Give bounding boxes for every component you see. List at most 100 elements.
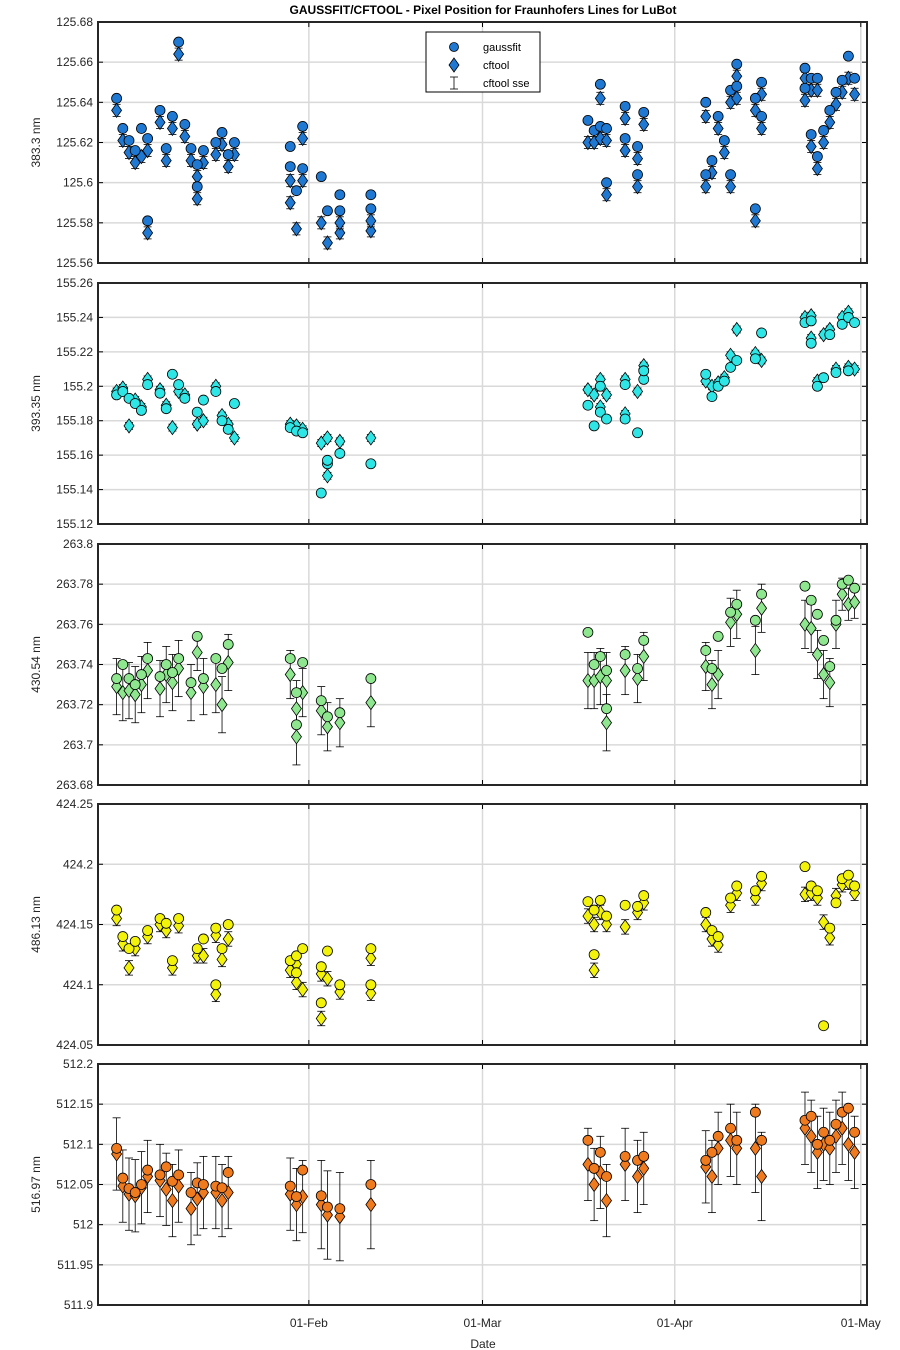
y-axis-label: 430.54 nm <box>29 636 43 693</box>
gaussfit-point <box>365 673 377 684</box>
gaussfit-point <box>712 931 724 942</box>
gaussfit-point <box>824 661 836 672</box>
cftool-point <box>297 172 309 189</box>
gaussfit-point <box>191 630 203 642</box>
y-tick-label: 263.78 <box>56 577 93 591</box>
gaussfit-point <box>842 574 854 586</box>
gaussfit-point <box>179 392 191 404</box>
cftool-point <box>824 114 836 131</box>
gaussfit-point <box>811 151 823 162</box>
y-axis-label: 486.13 nm <box>29 896 43 953</box>
gaussfit-point <box>756 870 767 882</box>
gaussfit-point <box>811 380 823 392</box>
gaussfit-point <box>818 125 829 136</box>
y-tick-label: 155.16 <box>56 448 93 462</box>
axes-box <box>97 543 868 786</box>
gaussfit-point <box>638 106 650 118</box>
cftool-point <box>179 128 191 145</box>
gaussfit-point <box>601 1171 612 1182</box>
gaussfit-point <box>830 367 842 378</box>
cftool-point <box>588 387 600 403</box>
gaussfit-point <box>632 901 643 912</box>
gaussfit-point <box>315 961 327 973</box>
gaussfit-point <box>756 110 767 122</box>
cftool-point <box>805 620 817 637</box>
gaussfit-point <box>297 1164 309 1176</box>
gaussfit-point <box>601 123 612 134</box>
y-tick-label: 263.74 <box>56 658 93 672</box>
gaussfit-point <box>700 169 712 181</box>
cftool-point <box>185 1200 197 1217</box>
gaussfit-point <box>322 1201 333 1213</box>
gaussfit-point <box>129 1187 141 1198</box>
y-tick-label: 125.6 <box>63 176 93 190</box>
gaussfit-point <box>365 1179 377 1190</box>
gaussfit-point <box>117 386 129 397</box>
cftool-point <box>142 142 154 159</box>
gaussfit-point <box>706 663 718 674</box>
cftool-point <box>297 130 309 147</box>
data-points <box>111 1091 861 1262</box>
gaussfit-point <box>291 687 302 699</box>
cftool-point <box>749 642 761 659</box>
y-tick-label: 263.72 <box>56 698 93 712</box>
gaussfit-point <box>191 159 203 170</box>
gaussfit-point <box>818 372 829 384</box>
y-tick-label: 512.05 <box>56 1178 93 1192</box>
cftool-point <box>197 413 209 429</box>
y-tick-label: 263.76 <box>56 617 93 631</box>
gaussfit-point <box>824 104 836 116</box>
cftool-point <box>321 468 333 484</box>
cftool-point <box>210 676 222 693</box>
gaussfit-point <box>291 719 302 731</box>
cftool-point <box>142 225 154 241</box>
gaussfit-point <box>756 588 767 600</box>
gaussfit-point <box>334 205 346 217</box>
y-tick-label: 155.18 <box>56 414 93 428</box>
cftool-point <box>166 1192 178 1209</box>
x-tick-label: 01-Feb <box>290 1316 328 1330</box>
y-axis-label: 516.97 nm <box>29 1156 43 1213</box>
gaussfit-point <box>111 92 123 104</box>
gaussfit-point <box>619 899 631 911</box>
gaussfit-point <box>731 80 743 92</box>
cftool-point <box>284 666 296 683</box>
y-tick-label: 155.14 <box>56 483 93 497</box>
cftool-point <box>632 383 644 400</box>
gaussfit-point <box>334 1203 346 1214</box>
cftool-point <box>638 1160 650 1177</box>
legend-cftool-marker <box>448 57 460 73</box>
cftool-point <box>290 700 302 717</box>
data-points <box>111 304 861 499</box>
gaussfit-point <box>706 1146 718 1158</box>
y-tick-label: 511.95 <box>57 1258 93 1272</box>
cftool-point <box>160 152 172 169</box>
cftool-point <box>123 960 135 976</box>
y-tick-label: 125.66 <box>56 55 93 69</box>
gaussfit-point <box>210 137 222 148</box>
gaussfit-point <box>588 949 600 961</box>
gaussfit-point <box>160 659 172 670</box>
cftool-point <box>632 150 644 167</box>
gaussfit-point <box>594 406 606 418</box>
gaussfit-point <box>291 950 302 962</box>
gaussfit-point <box>706 391 718 403</box>
gaussfit-point <box>731 598 743 610</box>
gaussfit-point <box>160 917 172 929</box>
y-tick-label: 424.1 <box>63 978 93 992</box>
cftool-point <box>290 221 302 237</box>
gaussfit-point <box>365 458 377 470</box>
gaussfit-point <box>594 380 606 392</box>
gaussfit-point <box>749 1106 761 1118</box>
gaussfit-point <box>830 1118 842 1130</box>
gaussfit-point <box>842 365 854 377</box>
y-tick-label: 263.68 <box>56 778 93 792</box>
cftool-point <box>712 937 724 953</box>
y-axis-label: 383.3 nm <box>29 117 43 167</box>
cftool-point <box>216 696 228 713</box>
gaussfit-point <box>173 36 185 48</box>
gaussfit-point <box>334 189 346 201</box>
gaussfit-point <box>129 935 141 947</box>
cftool-point <box>836 586 848 602</box>
gaussfit-point <box>297 121 309 132</box>
